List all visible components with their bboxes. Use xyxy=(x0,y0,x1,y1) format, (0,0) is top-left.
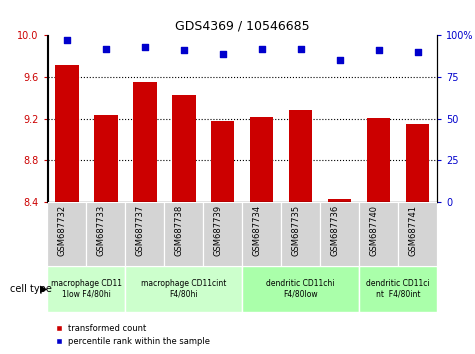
Bar xyxy=(289,110,313,354)
Text: GSM687733: GSM687733 xyxy=(97,205,106,256)
Legend: transformed count, percentile rank within the sample: transformed count, percentile rank withi… xyxy=(52,321,213,350)
Text: ▶: ▶ xyxy=(40,284,48,293)
Point xyxy=(297,46,304,52)
Text: GSM687740: GSM687740 xyxy=(370,205,379,256)
Point xyxy=(63,38,71,43)
Bar xyxy=(211,121,235,354)
Point xyxy=(414,49,421,55)
Text: GSM687741: GSM687741 xyxy=(408,205,418,256)
Bar xyxy=(359,266,437,312)
Bar xyxy=(242,202,281,266)
Point xyxy=(102,46,110,52)
Bar xyxy=(94,115,118,354)
Bar xyxy=(250,116,274,354)
Bar xyxy=(203,202,242,266)
Bar xyxy=(48,202,86,266)
Text: GSM687732: GSM687732 xyxy=(58,205,67,256)
Bar xyxy=(367,118,390,354)
Bar xyxy=(281,202,320,266)
Bar xyxy=(48,266,125,312)
Bar xyxy=(320,202,359,266)
Bar xyxy=(133,82,157,354)
Bar xyxy=(172,95,196,354)
Point xyxy=(375,47,382,53)
Point xyxy=(258,46,266,52)
Text: dendritic CD11ci
nt  F4/80int: dendritic CD11ci nt F4/80int xyxy=(366,279,430,298)
Text: macrophage CD11cint
F4/80hi: macrophage CD11cint F4/80hi xyxy=(141,279,227,298)
Text: GSM687737: GSM687737 xyxy=(136,205,145,256)
Point xyxy=(180,47,188,53)
Text: dendritic CD11chi
F4/80low: dendritic CD11chi F4/80low xyxy=(266,279,335,298)
Text: GSM687739: GSM687739 xyxy=(214,205,223,256)
Text: GSM687736: GSM687736 xyxy=(331,205,340,256)
Bar xyxy=(125,202,164,266)
Bar xyxy=(406,124,429,354)
Bar xyxy=(86,202,125,266)
Text: macrophage CD11
1low F4/80hi: macrophage CD11 1low F4/80hi xyxy=(51,279,122,298)
Point xyxy=(219,51,227,57)
Point xyxy=(336,57,343,63)
Title: GDS4369 / 10546685: GDS4369 / 10546685 xyxy=(175,20,310,33)
Point xyxy=(141,44,149,50)
Text: GSM687738: GSM687738 xyxy=(175,205,184,256)
Bar xyxy=(125,266,242,312)
Bar xyxy=(55,64,79,354)
Bar xyxy=(398,202,437,266)
Bar xyxy=(164,202,203,266)
Bar xyxy=(328,199,352,354)
Bar xyxy=(359,202,398,266)
Bar xyxy=(242,266,359,312)
Text: GSM687734: GSM687734 xyxy=(253,205,262,256)
Text: cell type: cell type xyxy=(10,284,51,293)
Text: GSM687735: GSM687735 xyxy=(292,205,301,256)
